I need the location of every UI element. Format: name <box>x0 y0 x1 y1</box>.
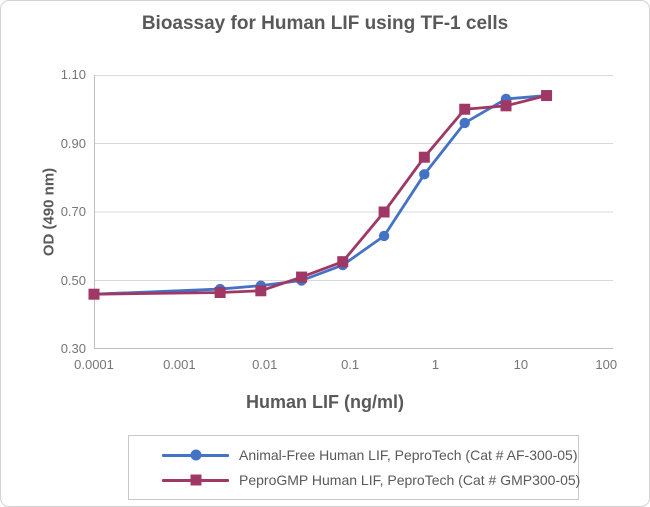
data-point-circle <box>419 169 430 180</box>
data-point-circle <box>378 230 390 242</box>
data-point-circle <box>459 117 470 129</box>
data-point-square <box>459 103 471 115</box>
legend-label: PeproGMP Human LIF, PeproTech (Cat # GMP… <box>239 472 581 488</box>
y-tick-label: 0.30 <box>60 341 86 356</box>
circle-marker-icon <box>190 449 201 461</box>
x-axis-title: Human LIF (ng/ml) <box>246 392 404 412</box>
data-point-square <box>214 286 226 298</box>
legend-label: Animal-Free Human LIF, PeproTech (Cat # … <box>239 447 578 463</box>
y-tick-label: 0.70 <box>60 204 86 219</box>
square-marker-icon <box>190 474 201 486</box>
series-line-0 <box>92 94 548 296</box>
plot-area <box>88 75 613 349</box>
x-tick-label: 10 <box>513 357 529 372</box>
y-tick-label: 1.10 <box>60 67 86 82</box>
data-point-square <box>500 100 512 112</box>
data-point-square <box>541 90 553 102</box>
x-tick-label: 0.0001 <box>74 357 114 372</box>
x-tick-label: 0.1 <box>341 357 360 372</box>
data-point-square <box>255 285 267 297</box>
x-tick-label: 100 <box>595 357 618 372</box>
y-tick-label: 0.90 <box>60 135 86 151</box>
y-tick-label: 0.50 <box>60 272 86 288</box>
data-point-square <box>88 288 100 300</box>
data-point-square <box>337 256 349 268</box>
x-tick-label: 0.01 <box>252 357 278 372</box>
x-tick-label: 0.001 <box>163 357 196 372</box>
series-line-1 <box>92 94 548 296</box>
data-point-square <box>378 206 390 218</box>
data-point-square <box>296 271 308 283</box>
legend-sample-line-square <box>162 474 229 486</box>
legend-item-peprogmp-lif: PeproGMP Human LIF, PeproTech (Cat # GMP… <box>162 472 581 488</box>
legend: Animal-Free Human LIF, PeproTech (Cat # … <box>128 435 581 500</box>
x-tick-label: 1 <box>431 357 440 372</box>
chart-title: Bioassay for Human LIF using TF-1 cells <box>141 13 509 34</box>
legend-sample-line-circle <box>162 449 229 461</box>
legend-item-animal-free-lif: Animal-Free Human LIF, PeproTech (Cat # … <box>162 447 578 463</box>
data-point-square <box>418 151 430 163</box>
